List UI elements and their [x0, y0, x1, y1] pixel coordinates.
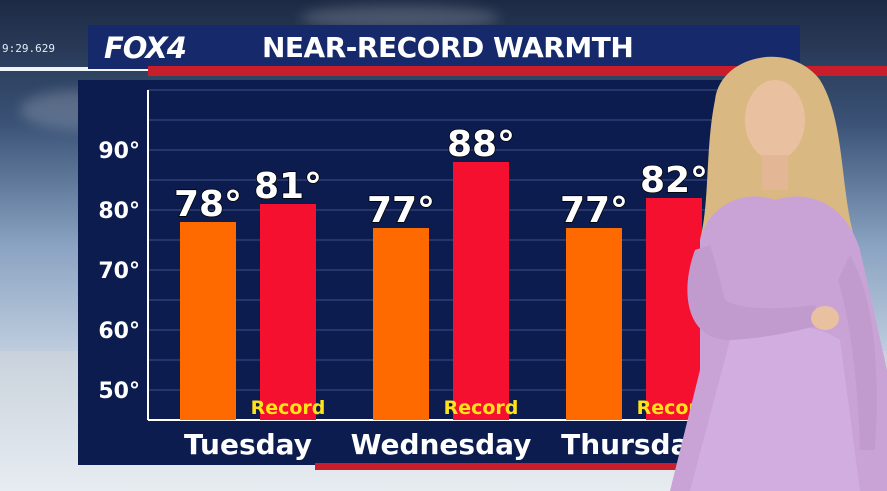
bar-chart: 50° 60° 70° 80° 90° 78° 81° Record Tuesday 77° 88°… — [98, 89, 738, 461]
forecast-bar — [373, 228, 429, 420]
station-logo: FOX4 — [104, 31, 187, 65]
record-label: Record — [251, 397, 326, 419]
x-tick-label: Wednesday — [351, 428, 532, 461]
bar-value-label: 77° — [367, 190, 435, 231]
panel-underline — [315, 463, 735, 470]
bar-value-label: 81° — [254, 166, 322, 207]
bar-value-label: 77° — [560, 190, 628, 231]
bar-value-label: 82° — [640, 160, 708, 201]
y-tick-label: 90° — [98, 139, 140, 164]
title-bar — [88, 25, 800, 69]
forecast-bar — [180, 222, 236, 420]
title-underline — [148, 66, 887, 76]
presenter-figure — [670, 56, 887, 491]
chart-title: NEAR-RECORD WARMTH — [262, 31, 634, 64]
bar-value-label: 88° — [447, 124, 515, 165]
x-tick-label: Tuesday — [184, 428, 312, 461]
record-bar — [453, 162, 509, 420]
bar-value-label: 78° — [174, 184, 242, 225]
record-label: Record — [444, 397, 519, 419]
timestamp: 9:29.629 — [2, 42, 55, 55]
forecast-bar — [566, 228, 622, 420]
y-tick-label: 80° — [98, 199, 140, 224]
divider — [0, 67, 150, 71]
y-tick-label: 50° — [98, 379, 140, 404]
chart-panel: 50° 60° 70° 80° 90° 78° 81° Record Tuesday 77° 88°… — [78, 80, 768, 465]
y-tick-label: 70° — [98, 259, 140, 284]
record-bar — [260, 204, 316, 420]
y-tick-label: 60° — [98, 319, 140, 344]
